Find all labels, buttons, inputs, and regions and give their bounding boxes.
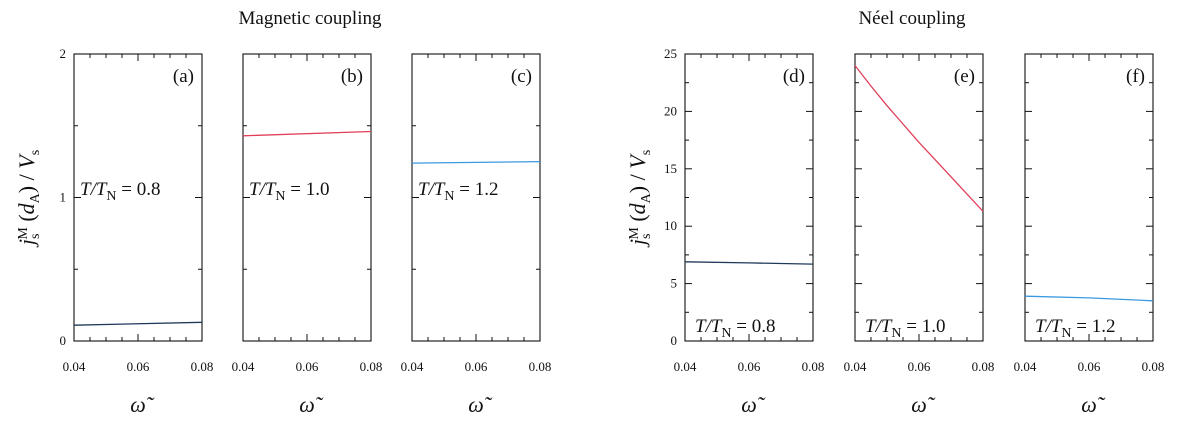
temperature-annotation: T/TN = 1.0	[249, 179, 330, 204]
x-tick-label: 0.08	[360, 359, 383, 374]
panel-b: 0.04 0.06 0.08 (b) T/TN = 1.0 ω̃	[232, 53, 383, 417]
panel-letter: (e)	[954, 66, 975, 87]
axes-frame	[854, 53, 984, 342]
x-axis-label: ω̃	[911, 392, 936, 417]
x-tick-label: 0.08	[1142, 359, 1165, 374]
x-tick-label: 0.04	[674, 359, 697, 374]
x-tick-label: 0.08	[191, 359, 214, 374]
x-tick-label: 0.06	[738, 359, 761, 374]
panel-letter: (f)	[1126, 66, 1145, 87]
y-tick-label: 5	[671, 276, 678, 291]
x-axis-label: ω̃	[130, 392, 155, 417]
panel-letter: (a)	[173, 66, 194, 87]
axes-frame	[684, 53, 814, 342]
x-axis-label: ω̃	[1081, 392, 1106, 417]
group-title-magnetic: Magnetic coupling	[239, 8, 382, 29]
panel-a: 0.04 0.06 0.08 0 1 2 (a) T/TN = 0.8 ω̃ jsM (dA) /…	[14, 46, 213, 417]
panel-d: 0.04 0.06 0.08 0 5 10 15 20 25 (d) T/TN = 0.8 ω̃ jsM…	[625, 46, 824, 417]
y-axis-label: jsM (dA) / Vs	[14, 150, 43, 248]
panel-e: 0.04 0.06 0.08 (e) T/TN = 1.0 ω̃	[844, 53, 995, 417]
y-tick-label: 0	[60, 333, 67, 348]
x-axis-label: ω̃	[741, 392, 766, 417]
x-tick-label: 0.04	[232, 359, 255, 374]
panel-f: 0.04 0.06 0.08 (f) T/TN = 1.2 ω̃	[1014, 53, 1165, 417]
temperature-annotation: T/TN = 1.0	[865, 316, 946, 341]
x-tick-label: 0.04	[844, 359, 867, 374]
y-axis-label: jsM (dA) / Vs	[625, 150, 654, 248]
group-title-neel: Néel coupling	[858, 8, 966, 29]
x-tick-label: 0.06	[465, 359, 488, 374]
x-tick-label: 0.06	[296, 359, 319, 374]
y-tick-label: 2	[60, 46, 67, 61]
x-tick-label: 0.08	[972, 359, 995, 374]
series-line	[684, 261, 814, 265]
x-tick-label: 0.06	[1078, 359, 1101, 374]
series-line	[411, 160, 541, 164]
x-tick-label: 0.08	[529, 359, 552, 374]
y-tick-label: 10	[664, 218, 677, 233]
panels: 0.04 0.06 0.08 0 1 2 (a) T/TN = 0.8 ω̃ jsM (dA) /…	[14, 46, 1164, 417]
series-line	[242, 130, 372, 137]
series-line	[1024, 295, 1154, 302]
y-tick-label: 15	[664, 161, 677, 176]
panel-letter: (c)	[511, 66, 532, 87]
temperature-annotation: T/TN = 0.8	[80, 179, 161, 204]
temperature-annotation: T/TN = 0.8	[695, 316, 776, 341]
temperature-annotation: T/TN = 1.2	[1035, 316, 1116, 341]
panel-letter: (b)	[341, 66, 363, 87]
x-axis-label: ω̃	[299, 392, 324, 417]
x-tick-label: 0.04	[401, 359, 424, 374]
y-tick-label: 1	[60, 190, 67, 205]
panel-letter: (d)	[783, 66, 805, 87]
panel-c: 0.04 0.06 0.08 (c) T/TN = 1.2 ω̃	[401, 53, 552, 417]
temperature-annotation: T/TN = 1.2	[418, 179, 499, 204]
series-line	[854, 65, 984, 212]
y-tick-label: 20	[664, 103, 677, 118]
x-tick-label: 0.08	[802, 359, 825, 374]
x-tick-label: 0.04	[63, 359, 86, 374]
y-tick-label: 25	[664, 46, 677, 61]
x-tick-label: 0.06	[908, 359, 931, 374]
series-line	[73, 321, 203, 326]
x-tick-label: 0.04	[1014, 359, 1037, 374]
x-axis-label: ω̃	[468, 392, 493, 417]
x-tick-label: 0.06	[127, 359, 150, 374]
y-tick-label: 0	[671, 333, 678, 348]
